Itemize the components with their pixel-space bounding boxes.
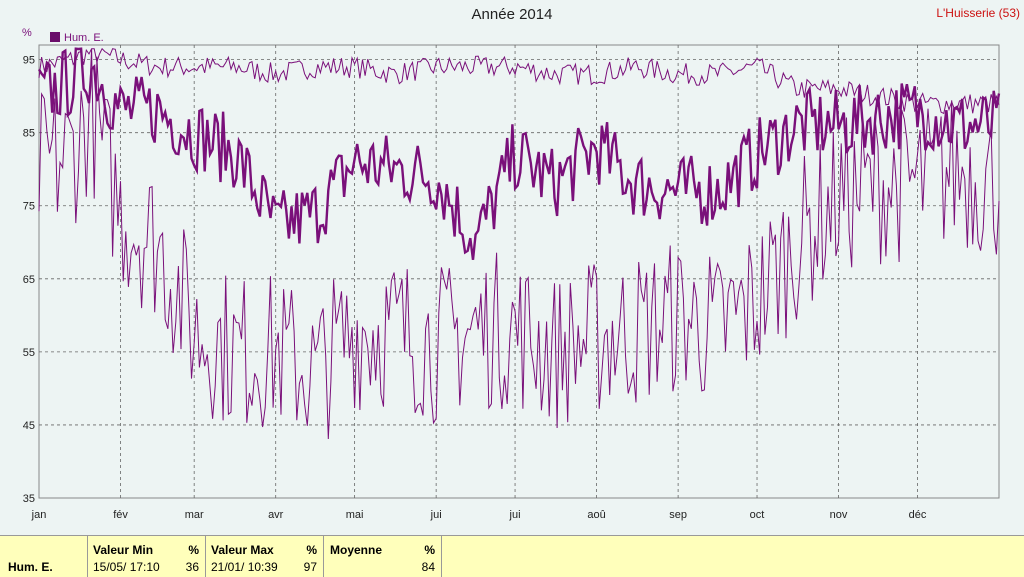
x-tick-label: oct — [750, 509, 765, 521]
min-unit: % — [188, 543, 199, 557]
x-tick-label: aoû — [587, 509, 605, 521]
x-tick-label: jui — [509, 509, 521, 521]
series-lines — [37, 47, 1001, 440]
chart-title: Année 2014 — [471, 6, 553, 23]
x-tick-label: fév — [113, 509, 128, 521]
legend-swatch — [50, 32, 60, 42]
x-axis-ticks: jan fév mar avr mai jui jui aoû sep oct nov déc — [31, 509, 927, 521]
min-header: Valeur Min — [93, 543, 154, 557]
series-line-1 — [37, 47, 1001, 260]
row-label: Hum. E. — [8, 560, 53, 574]
footer-label-cell: Hum. E. — [0, 536, 88, 577]
x-tick-label: jan — [31, 509, 47, 521]
y-tick-label: 75 — [23, 201, 35, 213]
legend-label: Hum. E. — [64, 32, 104, 44]
x-tick-label: jui — [430, 509, 442, 521]
series-line-0 — [38, 47, 1000, 115]
stats-footer: Hum. E. Valeur Min % 15/05/ 17:10 36 Val… — [0, 535, 1024, 577]
x-tick-label: avr — [268, 509, 284, 521]
x-tick-label: sep — [669, 509, 687, 521]
y-tick-label: 55 — [23, 347, 35, 359]
y-tick-label: 35 — [23, 493, 35, 505]
max-value: 97 — [303, 560, 317, 574]
max-cell: Valeur Max % 21/01/ 10:39 97 — [206, 536, 324, 577]
avg-cell: Moyenne % 84 — [324, 536, 442, 577]
y-tick-label: 95 — [23, 55, 35, 67]
station-name: L'Huisserie (53) — [936, 6, 1020, 20]
min-date: 15/05/ 17:10 — [93, 560, 160, 574]
series-line-2 — [38, 48, 1000, 440]
min-cell: Valeur Min % 15/05/ 17:10 36 — [88, 536, 206, 577]
max-date: 21/01/ 10:39 — [211, 560, 278, 574]
max-unit: % — [306, 543, 317, 557]
x-tick-label: déc — [909, 509, 927, 521]
y-unit-label: % — [22, 27, 32, 39]
min-value: 36 — [185, 560, 199, 574]
y-axis-ticks: 35 45 55 65 75 85 95 — [23, 55, 35, 505]
y-tick-label: 85 — [23, 128, 35, 140]
avg-value: 84 — [421, 560, 435, 574]
humidity-chart: 35 45 55 65 75 85 95 jan fév mar avr mai jui jui aoû s… — [22, 27, 1001, 521]
max-header: Valeur Max — [211, 543, 274, 557]
x-tick-label: nov — [830, 509, 848, 521]
gridlines — [39, 45, 999, 498]
y-tick-label: 65 — [23, 274, 35, 286]
avg-header: Moyenne — [330, 543, 383, 557]
avg-unit: % — [424, 543, 435, 557]
x-tick-label: mai — [346, 509, 364, 521]
y-tick-label: 45 — [23, 420, 35, 432]
x-tick-label: mar — [185, 509, 204, 521]
